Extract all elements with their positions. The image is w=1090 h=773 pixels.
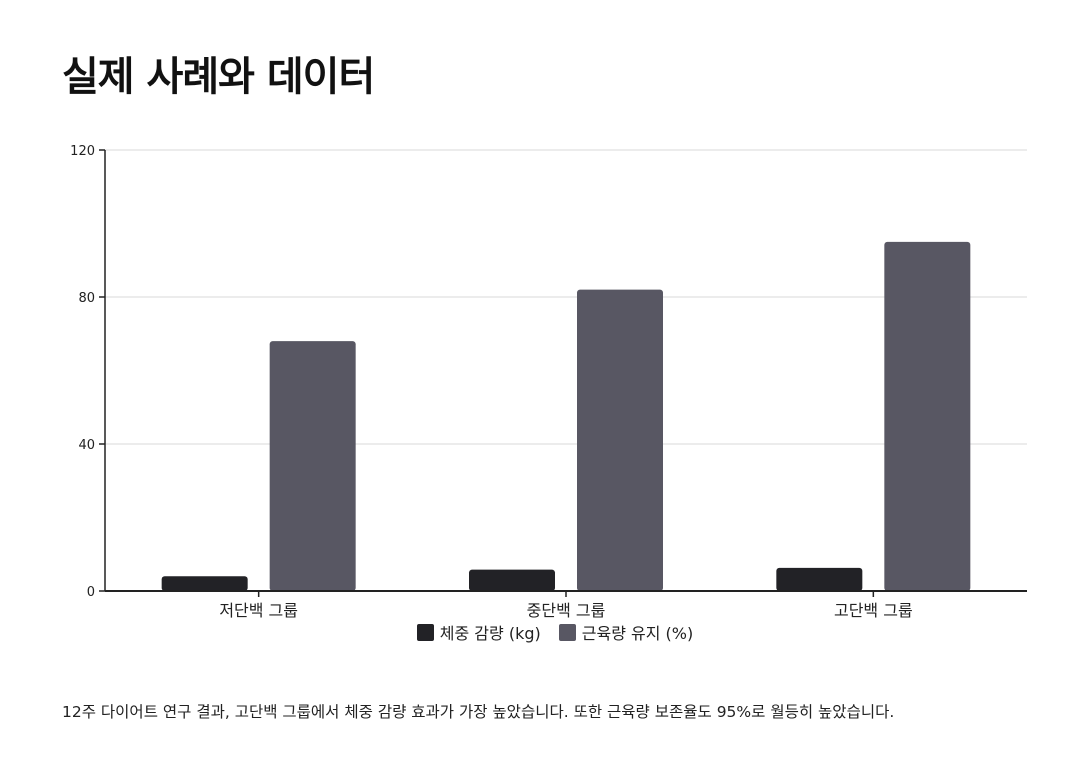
bar-muscle-retention-1	[577, 289, 663, 591]
x-tick-label-2: 고단백 그룹	[834, 601, 913, 620]
y-tick-label-40: 40	[78, 438, 95, 453]
x-tick-label-1: 중단백 그룹	[527, 601, 606, 620]
legend-label-weight-loss: 체중 감량 (kg)	[439, 624, 541, 643]
bars	[161, 241, 971, 591]
legend-swatch-weight-loss	[416, 623, 434, 641]
y-tick-label-120: 120	[70, 144, 95, 159]
bar-weight-loss-1	[469, 569, 555, 591]
x-tick-label-0: 저단백 그룹	[219, 601, 298, 620]
legend-item-weight-loss[interactable]: 체중 감량 (kg)	[416, 620, 541, 644]
bar-muscle-retention-2	[884, 241, 971, 591]
page-title: 실제 사례와 데이터	[62, 54, 375, 100]
legend-item-muscle-retention[interactable]: 근육량 유지 (%)	[558, 620, 694, 644]
bar-muscle-retention-0	[269, 341, 356, 591]
y-tick-label-0: 0	[87, 585, 95, 600]
chart-legend: 체중 감량 (kg) 근육량 유지 (%)	[0, 620, 1090, 644]
y-tick-label-80: 80	[78, 291, 95, 306]
chart-caption: 12주 다이어트 연구 결과, 고단백 그룹에서 체중 감량 효과가 가장 높았…	[62, 703, 895, 721]
legend-swatch-muscle-retention	[558, 623, 576, 641]
gridlines	[105, 149, 1027, 445]
bar-weight-loss-0	[161, 576, 248, 591]
axes: 0 40 80 120 저단백 그룹 중단백 그룹 고단백 그룹	[70, 144, 1027, 620]
bar-weight-loss-2	[776, 567, 863, 591]
legend-label-muscle-retention: 근육량 유지 (%)	[581, 624, 694, 643]
